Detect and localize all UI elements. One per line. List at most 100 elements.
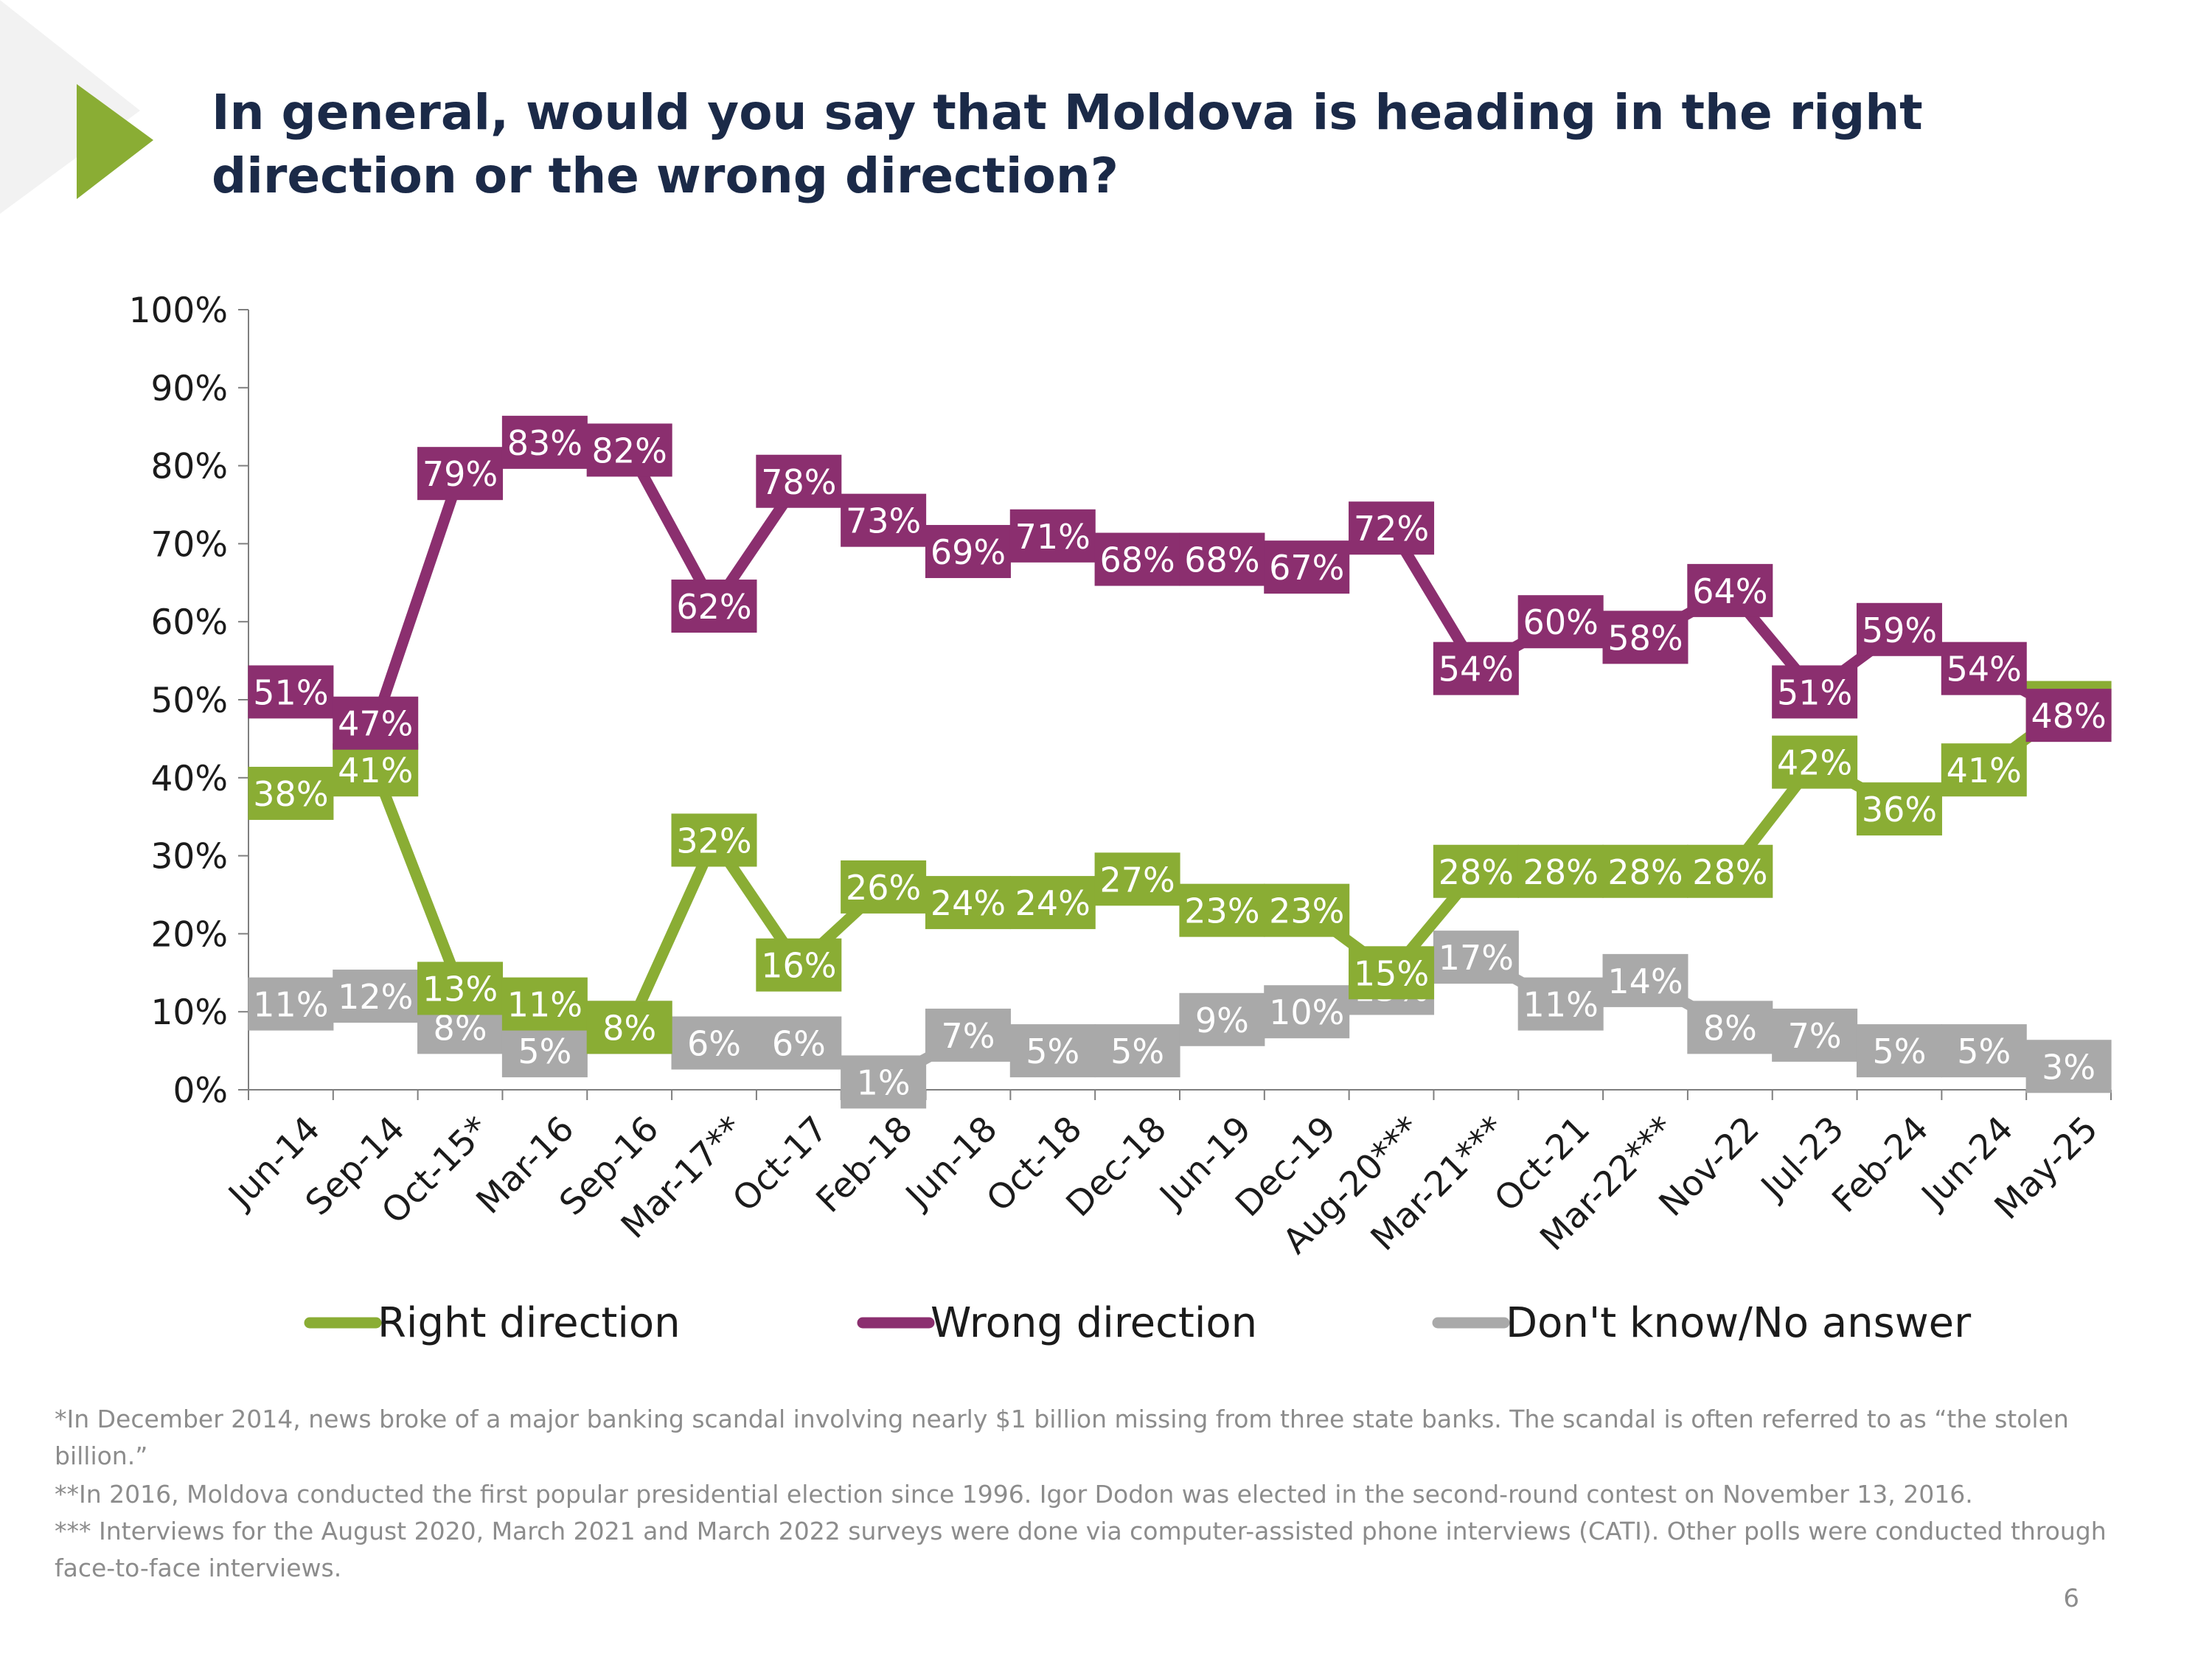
data-label-value: 83%: [507, 423, 582, 463]
data-label-box: [756, 454, 842, 508]
data-label-value: 7%: [941, 1016, 995, 1056]
data-label-box: [1179, 883, 1265, 937]
data-label-wrong-direction-feb-24: 59%: [1856, 602, 1942, 656]
data-label-wrong-direction-aug-20: 72%: [1349, 501, 1435, 555]
data-label-right-direction-feb-24: 36%: [1856, 782, 1942, 836]
data-label-value: 42%: [1777, 743, 1852, 783]
data-label-box: [333, 743, 419, 797]
data-label-box: [1941, 743, 2027, 797]
data-label-box: [586, 1001, 672, 1054]
data-label-wrong-direction-jul-23: 51%: [1772, 665, 1858, 719]
data-label-value: 24%: [931, 883, 1006, 923]
data-label-don-t-know-no-answer-jun-24: 5%: [1941, 1024, 2027, 1078]
data-label-don-t-know-no-answer-dec-19: 10%: [1264, 985, 1350, 1039]
data-label-don-t-know-no-answer-jun-14: 11%: [248, 977, 334, 1031]
data-label-box: [1433, 844, 1519, 898]
chart-legend: Right direction Wrong direction Don't know…: [304, 1299, 1972, 1347]
data-label-box: [756, 1016, 842, 1070]
data-label-don-t-know-no-answer-dec-18: 5%: [1094, 1024, 1180, 1078]
data-label-value: 5%: [518, 1032, 571, 1071]
data-label-box: [1009, 509, 1096, 563]
data-label-wrong-direction-oct-17: 78%: [756, 454, 842, 508]
data-label-value: 79%: [422, 454, 498, 494]
data-label-wrong-direction-mar-16: 83%: [501, 415, 588, 469]
data-label-right-direction-dec-18: 27%: [1094, 852, 1180, 906]
data-label-wrong-direction-jun-24: 54%: [1941, 641, 2027, 695]
data-label-wrong-direction-oct-15: 79%: [417, 447, 504, 501]
data-label-wrong-direction-nov-22: 64%: [1687, 563, 1773, 617]
data-label-value: 27%: [1099, 860, 1175, 900]
data-label-value: 6%: [687, 1024, 741, 1064]
data-label-value: 7%: [1788, 1016, 1842, 1056]
data-label-box: [1009, 876, 1096, 930]
data-label-wrong-direction-mar-22: 58%: [1602, 611, 1688, 664]
data-label-don-t-know-no-answer-oct-18: 5%: [1009, 1024, 1096, 1078]
data-label-box: [1602, 611, 1688, 664]
data-label-value: 16%: [761, 946, 836, 986]
data-label-box: [1433, 641, 1519, 695]
data-label-box: [1602, 953, 1688, 1007]
data-label-wrong-direction-dec-19: 67%: [1264, 540, 1350, 594]
data-label-box: [1772, 1008, 1858, 1062]
data-label-don-t-know-no-answer-jul-23: 7%: [1772, 1008, 1858, 1062]
data-label-wrong-direction-mar-17: 62%: [671, 580, 757, 633]
data-label-don-t-know-no-answer-feb-24: 5%: [1856, 1024, 1942, 1078]
data-label-don-t-know-no-answer-oct-17: 6%: [756, 1016, 842, 1070]
data-label-box: [1094, 532, 1180, 586]
data-label-value: 11%: [1523, 985, 1599, 1025]
data-label-value: 36%: [1862, 790, 1937, 830]
data-label-right-direction-jun-19: 23%: [1179, 883, 1265, 937]
data-label-value: 3%: [2042, 1047, 2096, 1087]
data-label-wrong-direction-jun-18: 69%: [925, 524, 1011, 578]
data-label-value: 8%: [1703, 1008, 1757, 1048]
page-number: 6: [2063, 1584, 2079, 1613]
data-label-box: [501, 415, 588, 469]
data-label-value: 28%: [1692, 852, 1767, 892]
data-label-box: [1687, 844, 1773, 898]
data-label-value: 12%: [338, 977, 413, 1017]
data-label-value: 23%: [1269, 891, 1344, 931]
data-label-value: 24%: [1015, 883, 1091, 923]
data-label-box: [925, 524, 1011, 578]
data-label-box: [1772, 735, 1858, 789]
data-label-value: 10%: [1269, 992, 1344, 1032]
data-label-value: 48%: [2031, 696, 2106, 736]
y-tick-label: 70%: [151, 524, 228, 565]
data-label-don-t-know-no-answer-may-25: 3%: [2025, 1040, 2112, 1093]
data-label-box: [1179, 992, 1265, 1046]
data-label-don-t-know-no-answer-oct-21: 11%: [1517, 977, 1604, 1031]
legend-item-don-t-know-no-answer: Don't know/No answer: [1432, 1299, 1972, 1347]
data-label-box: [1687, 1001, 1773, 1054]
data-label-box: [1941, 641, 2027, 695]
data-label-value: 69%: [931, 532, 1006, 572]
data-label-box: [1349, 501, 1435, 555]
data-label-wrong-direction-oct-18: 71%: [1009, 509, 1096, 563]
data-label-value: 6%: [772, 1024, 826, 1064]
data-label-don-t-know-no-answer-feb-18: 1%: [841, 1055, 927, 1109]
data-label-right-direction-oct-18: 24%: [1009, 876, 1096, 930]
data-label-don-t-know-no-answer-mar-21: 17%: [1433, 931, 1519, 984]
data-label-right-direction-sep-14: 41%: [333, 743, 419, 797]
data-label-right-direction-mar-16: 11%: [501, 977, 588, 1031]
y-tick-label: 100%: [129, 291, 228, 331]
data-label-wrong-direction-feb-18: 73%: [841, 493, 927, 547]
data-label-box: [417, 961, 504, 1015]
data-label-don-t-know-no-answer-mar-17: 6%: [671, 1016, 757, 1070]
data-label-value: 47%: [338, 704, 413, 744]
data-label-wrong-direction-jun-19: 68%: [1179, 532, 1265, 586]
data-label-value: 11%: [507, 985, 582, 1025]
data-label-box: [1856, 602, 1942, 656]
footnote-banking-scandal: *In December 2014, news broke of a major…: [55, 1405, 2069, 1470]
data-label-box: [1264, 883, 1350, 937]
data-label-box: [671, 1016, 757, 1070]
data-label-wrong-direction-sep-14: 47%: [333, 696, 419, 750]
data-label-right-direction-jun-14: 38%: [248, 766, 334, 820]
data-label-value: 54%: [1439, 650, 1514, 689]
x-tick-label-feb-24: Feb-24: [1824, 1109, 1936, 1221]
data-label-value: 28%: [1439, 852, 1514, 892]
data-label-value: 1%: [857, 1062, 911, 1102]
legend-item-wrong-direction: Wrong direction: [857, 1299, 1257, 1347]
data-label-wrong-direction-mar-21: 54%: [1433, 641, 1519, 695]
data-label-right-direction-oct-17: 16%: [756, 938, 842, 992]
data-label-value: 60%: [1523, 602, 1599, 642]
